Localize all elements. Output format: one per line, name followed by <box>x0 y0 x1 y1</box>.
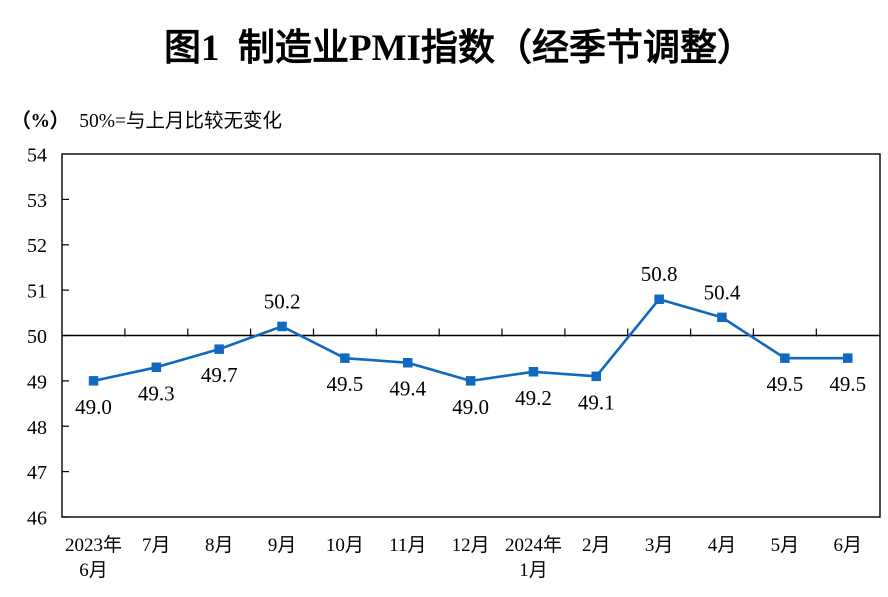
svg-text:5月: 5月 <box>771 535 800 556</box>
svg-text:49.5: 49.5 <box>327 372 364 396</box>
svg-text:50: 50 <box>27 326 47 348</box>
svg-text:3月: 3月 <box>645 535 674 556</box>
svg-text:50.4: 50.4 <box>704 280 741 304</box>
svg-text:49.3: 49.3 <box>138 381 175 405</box>
svg-text:7月: 7月 <box>142 535 171 556</box>
svg-text:49.4: 49.4 <box>389 377 426 401</box>
svg-text:2月: 2月 <box>582 535 611 556</box>
svg-text:49.5: 49.5 <box>829 372 866 396</box>
svg-text:52: 52 <box>27 235 47 257</box>
svg-text:47: 47 <box>27 462 47 484</box>
svg-text:11月: 11月 <box>389 535 426 556</box>
svg-text:49.0: 49.0 <box>452 395 489 419</box>
svg-text:50.2: 50.2 <box>264 289 301 313</box>
svg-text:12月: 12月 <box>452 535 490 556</box>
svg-text:50.8: 50.8 <box>641 262 678 286</box>
svg-text:6月: 6月 <box>79 560 108 581</box>
svg-text:51: 51 <box>27 281 47 303</box>
svg-text:49.2: 49.2 <box>515 386 552 410</box>
svg-text:49.0: 49.0 <box>75 395 112 419</box>
svg-text:49: 49 <box>27 371 47 393</box>
svg-text:46: 46 <box>27 508 47 530</box>
svg-text:4月: 4月 <box>708 535 737 556</box>
svg-text:49.5: 49.5 <box>767 372 804 396</box>
svg-text:53: 53 <box>27 190 47 212</box>
svg-text:9月: 9月 <box>268 535 297 556</box>
svg-text:54: 54 <box>27 145 47 167</box>
svg-text:10月: 10月 <box>326 535 364 556</box>
svg-text:49.1: 49.1 <box>578 390 615 414</box>
svg-text:8月: 8月 <box>205 535 234 556</box>
svg-text:1月: 1月 <box>519 560 548 581</box>
svg-text:49.7: 49.7 <box>201 363 238 387</box>
svg-text:48: 48 <box>27 417 47 439</box>
svg-text:2024年: 2024年 <box>505 534 562 556</box>
svg-text:6月: 6月 <box>833 535 862 556</box>
svg-text:2023年: 2023年 <box>65 534 122 556</box>
